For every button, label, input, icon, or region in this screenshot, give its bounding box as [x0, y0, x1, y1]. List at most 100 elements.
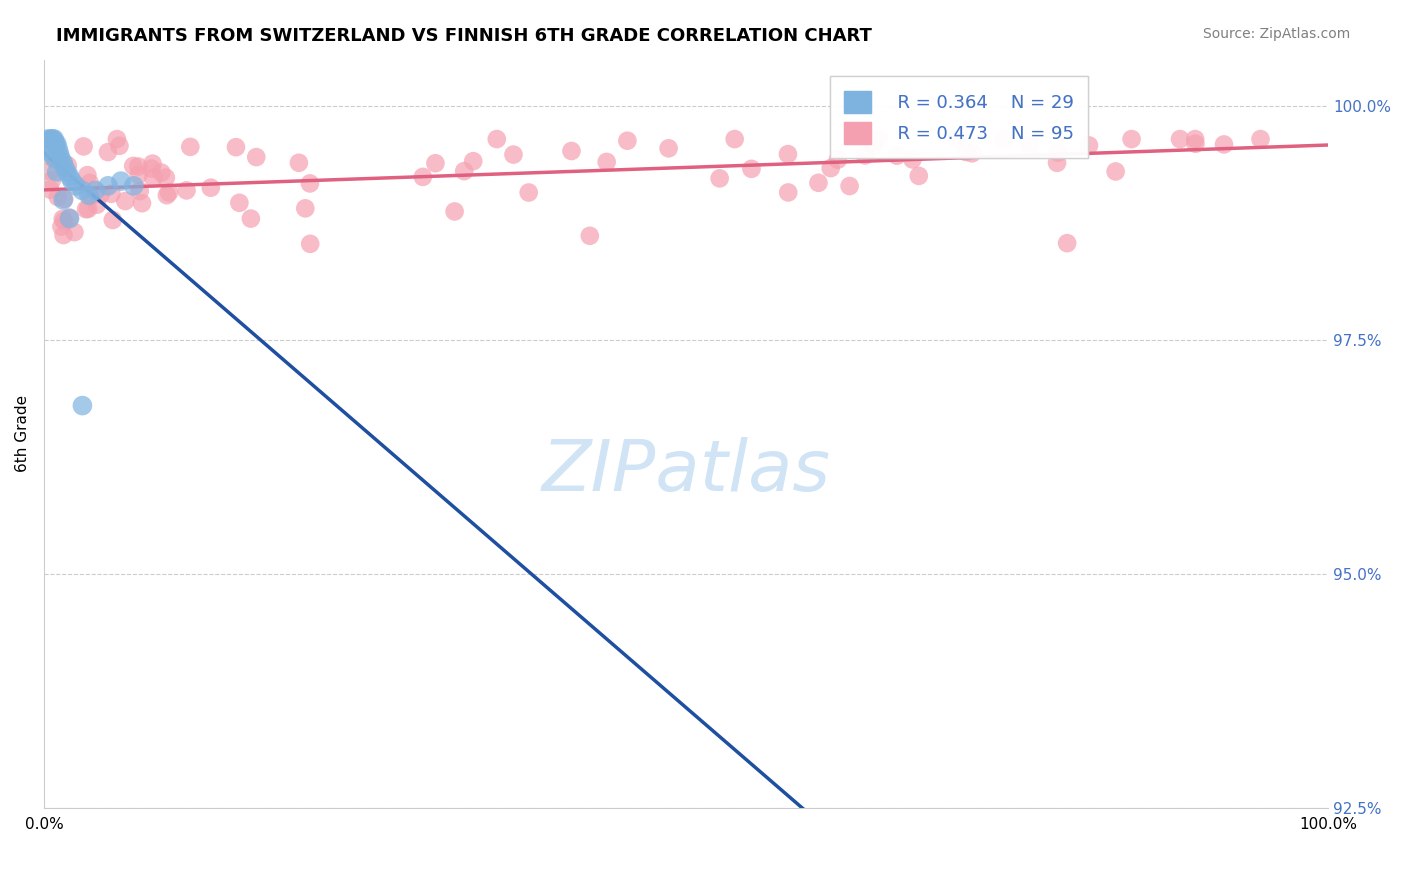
Point	[53, 192, 76, 206]
Point	[176, 183, 198, 197]
Point	[485, 132, 508, 146]
Point	[157, 186, 180, 200]
Point	[868, 132, 890, 146]
Point	[245, 150, 267, 164]
Point	[955, 145, 977, 159]
Point	[239, 211, 262, 226]
Point	[100, 186, 122, 201]
Point	[53, 160, 76, 174]
Point	[46, 190, 69, 204]
Point	[52, 228, 75, 243]
Point	[38, 141, 60, 155]
Point	[46, 141, 69, 155]
Point	[72, 139, 94, 153]
Point	[60, 174, 83, 188]
Point	[122, 159, 145, 173]
Point	[131, 196, 153, 211]
Point	[80, 189, 103, 203]
Point	[463, 154, 485, 169]
Point	[778, 186, 800, 200]
Point	[141, 156, 163, 170]
Point	[827, 153, 849, 167]
Point	[52, 211, 75, 226]
Point	[114, 194, 136, 208]
Point	[56, 158, 79, 172]
Point	[122, 178, 145, 193]
Point	[97, 145, 120, 160]
Point	[886, 149, 908, 163]
Point	[52, 155, 75, 169]
Point	[658, 141, 681, 155]
Point	[75, 202, 97, 217]
Point	[453, 164, 475, 178]
Point	[1056, 236, 1078, 251]
Point	[807, 176, 830, 190]
Point	[45, 136, 67, 151]
Legend:   R = 0.364    N = 29,   R = 0.473    N = 95: R = 0.364 N = 29, R = 0.473 N = 95	[830, 76, 1088, 158]
Point	[862, 139, 884, 153]
Point	[105, 132, 128, 146]
Point	[127, 160, 149, 174]
Point	[1168, 132, 1191, 146]
Point	[58, 211, 80, 226]
Point	[993, 132, 1015, 146]
Point	[560, 144, 582, 158]
Point	[39, 132, 62, 146]
Point	[52, 193, 75, 207]
Point	[740, 161, 762, 176]
Point	[1184, 136, 1206, 151]
Point	[77, 202, 100, 216]
Point	[776, 147, 799, 161]
Point	[48, 146, 70, 161]
Point	[41, 132, 63, 146]
Point	[53, 214, 76, 228]
Point	[110, 174, 132, 188]
Point	[42, 132, 65, 146]
Point	[517, 186, 540, 200]
Point	[298, 177, 321, 191]
Point	[39, 183, 62, 197]
Point	[1047, 145, 1070, 160]
Point	[200, 180, 222, 194]
Point	[225, 140, 247, 154]
Point	[90, 187, 112, 202]
Point	[49, 151, 72, 165]
Point	[412, 169, 434, 184]
Text: Source: ZipAtlas.com: Source: ZipAtlas.com	[1202, 27, 1350, 41]
Point	[45, 154, 67, 169]
Point	[155, 170, 177, 185]
Point	[44, 136, 66, 151]
Point	[76, 168, 98, 182]
Point	[1121, 132, 1143, 146]
Point	[39, 164, 62, 178]
Point	[72, 184, 94, 198]
Point	[97, 178, 120, 193]
Point	[156, 188, 179, 202]
Point	[179, 140, 201, 154]
Text: ZIPatlas: ZIPatlas	[541, 436, 831, 506]
Point	[142, 170, 165, 185]
Point	[79, 176, 101, 190]
Point	[907, 169, 929, 183]
Point	[1250, 132, 1272, 146]
Text: IMMIGRANTS FROM SWITZERLAND VS FINNISH 6TH GRADE CORRELATION CHART: IMMIGRANTS FROM SWITZERLAND VS FINNISH 6…	[56, 27, 872, 45]
Point	[63, 225, 86, 239]
Point	[58, 169, 80, 184]
Point	[853, 148, 876, 162]
Point	[425, 156, 447, 170]
Point	[65, 178, 87, 193]
Point	[709, 171, 731, 186]
Point	[595, 155, 617, 169]
Point	[502, 147, 524, 161]
Point	[128, 184, 150, 198]
Point	[299, 236, 322, 251]
Point	[141, 161, 163, 176]
Point	[101, 213, 124, 227]
Point	[616, 134, 638, 148]
Point	[724, 132, 747, 146]
Point	[56, 165, 79, 179]
Point	[58, 211, 80, 225]
Point	[443, 204, 465, 219]
Point	[41, 173, 63, 187]
Point	[1018, 138, 1040, 153]
